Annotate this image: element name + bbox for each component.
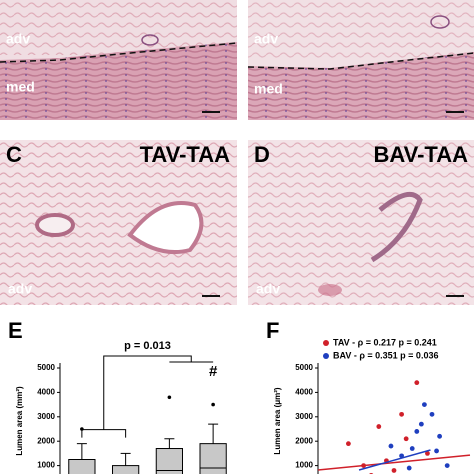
- panel-letter: F: [266, 318, 279, 343]
- panel-d: D BAV-TAA adv: [248, 140, 474, 305]
- label: med: [254, 81, 283, 97]
- point: [399, 411, 404, 417]
- point: [425, 451, 430, 456]
- point: [437, 433, 442, 439]
- label: adv: [256, 281, 280, 297]
- point: [409, 446, 415, 451]
- point: [406, 465, 412, 471]
- p-value: p = 0.013: [124, 340, 171, 352]
- y-tick-label: 5000: [295, 363, 313, 372]
- legend-label: BAV - ρ = 0.351 p = 0.036: [333, 350, 438, 360]
- significance: #: [209, 363, 218, 380]
- bracket: [81, 355, 214, 438]
- y-tick-label: 4000: [37, 388, 55, 397]
- panel-letter: E: [8, 318, 23, 343]
- y-tick-label: 1000: [295, 461, 313, 470]
- panel-c: C TAV-TAA adv: [0, 140, 237, 305]
- y-axis-label: Lumen area (μm²): [273, 387, 282, 454]
- outlier: [211, 402, 215, 407]
- label: adv: [6, 31, 30, 47]
- fit-line: [358, 449, 431, 471]
- point: [346, 441, 351, 447]
- y-tick-label: 2000: [295, 436, 313, 445]
- point: [376, 424, 382, 429]
- point: [414, 429, 420, 434]
- label: adv: [254, 31, 278, 47]
- panel-a: adv med: [0, 0, 238, 120]
- legend-marker: [323, 353, 329, 359]
- y-tick-label: 2000: [37, 436, 55, 445]
- panel-b: adv med: [247, 0, 474, 120]
- y-tick-label: 3000: [295, 412, 313, 421]
- y-tick-label: 5000: [37, 363, 55, 372]
- legend-marker: [323, 340, 329, 346]
- y-tick-label: 4000: [295, 388, 313, 397]
- point: [418, 421, 424, 427]
- legend-label: TAV - ρ = 0.217 p = 0.241: [333, 337, 437, 347]
- point: [434, 448, 439, 454]
- y-tick-label: 1000: [37, 461, 55, 470]
- point: [403, 436, 409, 442]
- y-axis-label: Lumen area (mm²): [15, 386, 24, 456]
- point: [422, 402, 427, 407]
- panel-title: BAV-TAA: [373, 142, 468, 167]
- fit-line: [317, 454, 471, 471]
- outlier: [167, 395, 172, 400]
- point: [388, 443, 394, 449]
- point: [429, 411, 435, 417]
- panel-letter: D: [254, 142, 270, 167]
- panel-title: TAV-TAA: [140, 142, 231, 167]
- box: [199, 443, 227, 474]
- box: [155, 448, 183, 474]
- point: [391, 468, 397, 473]
- label: med: [6, 79, 35, 95]
- point: [444, 463, 450, 468]
- point: [414, 380, 420, 386]
- box: [68, 459, 96, 474]
- label: adv: [8, 281, 32, 297]
- y-tick-label: 3000: [37, 412, 55, 421]
- panel-letter: C: [6, 142, 22, 167]
- box: [112, 465, 140, 474]
